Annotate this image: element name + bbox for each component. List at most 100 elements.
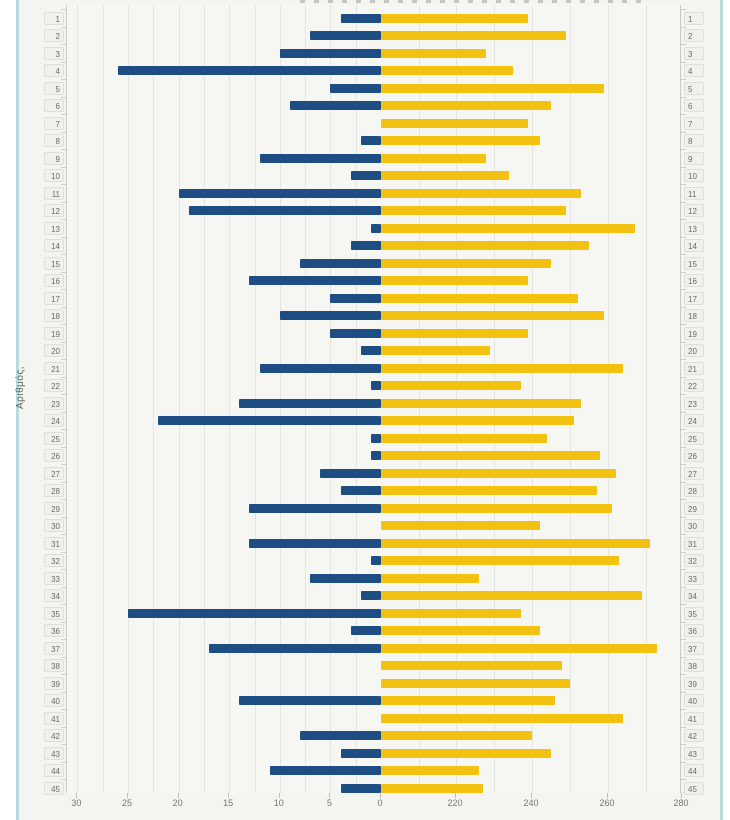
- blue-bar[interactable]: [360, 346, 381, 355]
- blue-bar[interactable]: [239, 398, 381, 408]
- yellow-bar[interactable]: [381, 731, 532, 740]
- yellow-bar[interactable]: [381, 538, 650, 548]
- blue-bar[interactable]: [370, 381, 381, 390]
- blue-bar[interactable]: [300, 258, 381, 268]
- yellow-bar[interactable]: [381, 486, 597, 495]
- yellow-bar[interactable]: [381, 153, 487, 163]
- yellow-bar[interactable]: [381, 223, 635, 233]
- blue-bar[interactable]: [370, 433, 381, 443]
- blue-bar[interactable]: [350, 626, 381, 635]
- yellow-bar[interactable]: [381, 713, 624, 723]
- blue-bar[interactable]: [340, 13, 381, 23]
- blue-bar[interactable]: [128, 608, 381, 618]
- yellow-bar[interactable]: [381, 171, 510, 180]
- blue-bar[interactable]: [340, 748, 381, 758]
- yellow-bar[interactable]: [381, 118, 529, 128]
- blue-bar[interactable]: [208, 643, 381, 653]
- blue-bar[interactable]: [370, 556, 381, 565]
- yellow-bar[interactable]: [381, 311, 605, 320]
- yellow-bar[interactable]: [381, 206, 567, 215]
- blue-bar[interactable]: [259, 153, 381, 163]
- row-label-right: 13: [684, 221, 704, 235]
- yellow-bar[interactable]: [381, 66, 513, 75]
- yellow-bar[interactable]: [381, 503, 612, 513]
- yellow-bar[interactable]: [381, 626, 540, 635]
- blue-bar[interactable]: [279, 311, 381, 320]
- blue-bar[interactable]: [330, 293, 381, 303]
- row-label-right: 31: [684, 536, 704, 550]
- yellow-bar[interactable]: [381, 31, 567, 40]
- yellow-bar[interactable]: [381, 101, 551, 110]
- yellow-bar[interactable]: [381, 48, 487, 58]
- blue-bar[interactable]: [279, 48, 381, 58]
- blue-bar[interactable]: [249, 276, 381, 285]
- yellow-bar[interactable]: [381, 241, 589, 250]
- blue-bar[interactable]: [178, 188, 381, 198]
- blue-bar[interactable]: [330, 328, 381, 338]
- yellow-bar[interactable]: [381, 521, 540, 530]
- yellow-bar[interactable]: [381, 258, 551, 268]
- blue-bar[interactable]: [249, 538, 381, 548]
- yellow-bar[interactable]: [381, 643, 658, 653]
- blue-bar[interactable]: [300, 731, 381, 740]
- row-tick: [681, 79, 686, 81]
- row-tick: [681, 586, 686, 588]
- yellow-bar[interactable]: [381, 783, 483, 793]
- blue-bar[interactable]: [188, 206, 381, 215]
- blue-bar[interactable]: [158, 416, 381, 425]
- yellow-bar[interactable]: [381, 661, 563, 670]
- yellow-bar[interactable]: [381, 591, 643, 600]
- blue-bar[interactable]: [370, 223, 381, 233]
- blue-bar[interactable]: [330, 83, 381, 93]
- yellow-bar[interactable]: [381, 293, 578, 303]
- blue-bar[interactable]: [249, 503, 381, 513]
- yellow-bar[interactable]: [381, 416, 574, 425]
- row-label-left: 33: [44, 571, 64, 585]
- gridline: [153, 5, 155, 793]
- yellow-bar[interactable]: [381, 346, 491, 355]
- blue-bar[interactable]: [310, 573, 381, 583]
- yellow-bar[interactable]: [381, 328, 529, 338]
- yellow-bar[interactable]: [381, 83, 605, 93]
- blue-bar[interactable]: [269, 766, 381, 775]
- yellow-bar[interactable]: [381, 678, 570, 688]
- row-label-left: 21: [44, 361, 64, 375]
- yellow-bar[interactable]: [381, 608, 521, 618]
- yellow-bar[interactable]: [381, 696, 555, 705]
- blue-bar[interactable]: [310, 31, 381, 40]
- blue-bar[interactable]: [259, 363, 381, 373]
- gridline: [646, 5, 647, 793]
- yellow-bar[interactable]: [381, 398, 582, 408]
- x-axis-tick: [607, 793, 608, 798]
- yellow-bar[interactable]: [381, 136, 540, 145]
- row-label-left: 3: [44, 46, 64, 60]
- row-label-right: 20: [684, 344, 704, 357]
- yellow-bar[interactable]: [381, 13, 529, 23]
- yellow-bar[interactable]: [381, 748, 551, 758]
- yellow-bar[interactable]: [381, 573, 479, 583]
- yellow-bar[interactable]: [381, 433, 548, 443]
- blue-bar[interactable]: [350, 171, 381, 180]
- yellow-bar[interactable]: [381, 188, 582, 198]
- yellow-bar[interactable]: [381, 451, 601, 460]
- yellow-bar[interactable]: [381, 363, 624, 373]
- yellow-bar[interactable]: [381, 276, 529, 285]
- yellow-bar[interactable]: [381, 381, 521, 390]
- blue-bar[interactable]: [239, 696, 381, 705]
- blue-bar[interactable]: [320, 468, 381, 478]
- blue-bar[interactable]: [350, 241, 381, 250]
- yellow-bar[interactable]: [381, 556, 620, 565]
- row-label-left: 18: [44, 309, 64, 322]
- blue-bar[interactable]: [360, 591, 381, 600]
- yellow-bar[interactable]: [381, 468, 616, 478]
- blue-bar[interactable]: [360, 136, 381, 145]
- blue-bar[interactable]: [289, 101, 381, 110]
- blue-bar[interactable]: [370, 451, 381, 460]
- blue-bar[interactable]: [117, 66, 381, 75]
- x-axis-tick-label: 260: [599, 798, 615, 808]
- blue-bar[interactable]: [340, 783, 381, 793]
- yellow-bar[interactable]: [381, 766, 479, 775]
- row-tick: [681, 411, 686, 413]
- row-tick: [681, 61, 686, 63]
- blue-bar[interactable]: [340, 486, 381, 495]
